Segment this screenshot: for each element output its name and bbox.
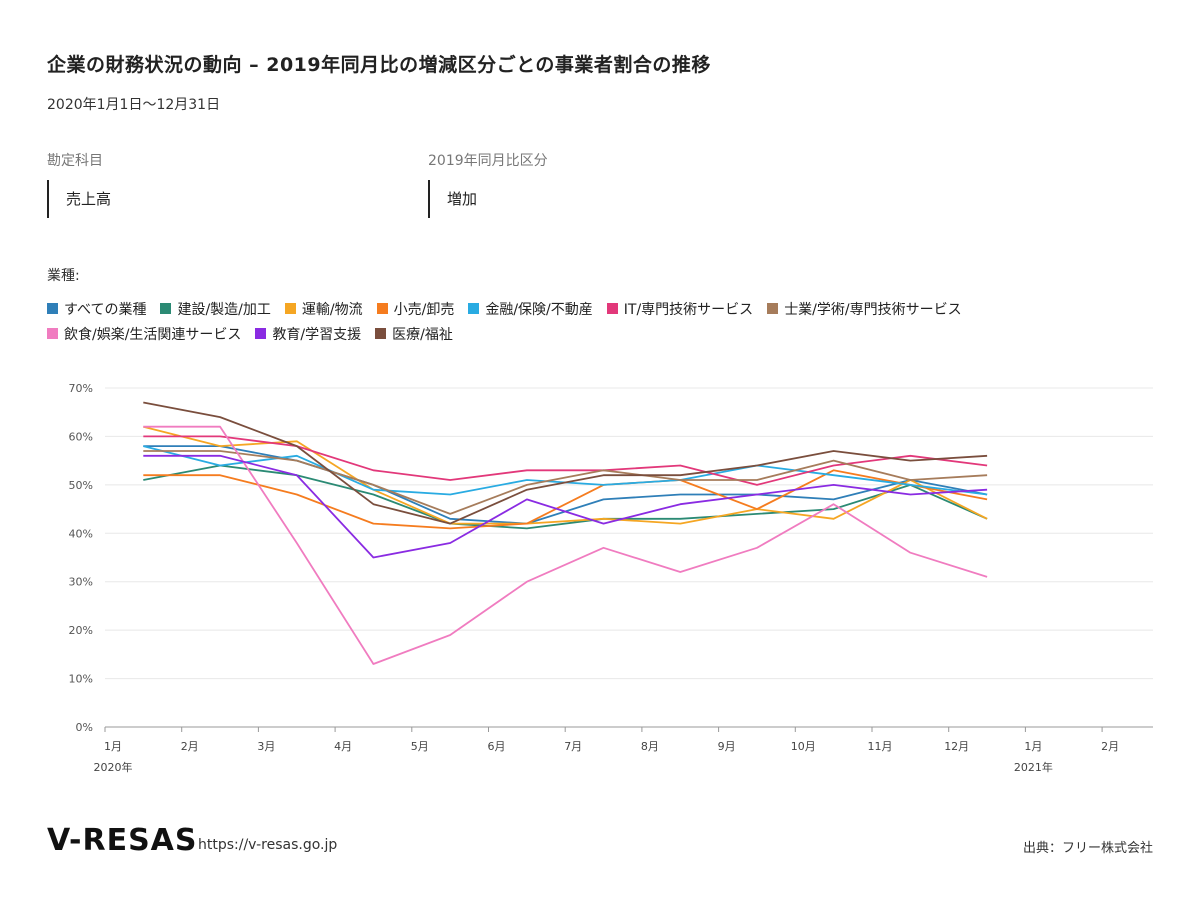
x-year-label: 2020年 bbox=[94, 760, 133, 774]
series-line bbox=[143, 450, 988, 515]
legend-label: 小売/卸売 bbox=[393, 301, 455, 318]
legend-label: 建設/製造/加工 bbox=[177, 301, 271, 318]
y-tick-label: 20% bbox=[69, 624, 93, 637]
y-tick-label: 10% bbox=[69, 673, 93, 686]
y-tick-label: 60% bbox=[69, 430, 93, 443]
legend-item[interactable]: 教育/学習支援 bbox=[255, 324, 361, 343]
series-line bbox=[143, 401, 988, 525]
x-tick-label: 1月 bbox=[1024, 740, 1042, 753]
y-tick-label: 50% bbox=[69, 479, 93, 492]
legend-label: 医療/福祉 bbox=[392, 326, 453, 343]
series-line bbox=[143, 425, 988, 665]
legend-item[interactable]: 運輸/物流 bbox=[284, 299, 363, 318]
legend-item[interactable]: IT/専門技術サービス bbox=[606, 299, 754, 318]
legend-swatch bbox=[284, 303, 296, 314]
x-year-label: 2021年 bbox=[1014, 760, 1053, 774]
x-tick-label: 2月 bbox=[1101, 740, 1119, 753]
x-tick-label: 8月 bbox=[641, 740, 659, 753]
x-tick-label: 4月 bbox=[334, 740, 352, 753]
legend-swatch bbox=[47, 303, 58, 314]
y-tick-label: 30% bbox=[69, 576, 93, 589]
legend-label: 教育/学習支援 bbox=[272, 326, 362, 343]
account-filter-label: 勘定科目 bbox=[47, 153, 103, 169]
legend-label: 運輸/物流 bbox=[301, 301, 363, 318]
page-title: 企業の財務状況の動向 – 2019年同月比の増減区分ごとの事業者割合の推移 bbox=[47, 54, 711, 76]
legend-swatch bbox=[160, 303, 172, 314]
compare-filter-select[interactable]: 増加 bbox=[428, 180, 477, 218]
legend-item[interactable]: 小売/卸売 bbox=[376, 299, 455, 318]
source-credit: 出典：フリー株式会社 bbox=[1022, 841, 1153, 856]
y-tick-label: 70% bbox=[69, 382, 93, 395]
legend-label: IT/専門技術サービス bbox=[623, 301, 754, 318]
y-tick-label: 0% bbox=[76, 721, 93, 734]
legend-label: すべての業種 bbox=[64, 301, 147, 318]
chart-legend: すべての業種 建設/製造/加工 運輸/物流 小売/卸売 金融/保険/不動産 IT/専門技術… bbox=[47, 299, 1157, 343]
legend-swatch bbox=[375, 328, 387, 339]
x-tick-label: 6月 bbox=[488, 740, 506, 753]
series-line bbox=[143, 469, 988, 530]
legend-item[interactable]: 飲食/娯楽/生活関連サービス bbox=[47, 324, 241, 343]
x-tick-label: 12月 bbox=[944, 740, 969, 753]
x-tick-label: 2月 bbox=[181, 740, 199, 753]
legend-item[interactable]: 建設/製造/加工 bbox=[160, 299, 271, 318]
x-tick-label: 3月 bbox=[257, 740, 275, 753]
site-url-link[interactable]: https://v-resas.go.jp bbox=[198, 837, 338, 853]
period-label: 2020年1月1日〜12月31日 bbox=[47, 97, 221, 113]
x-tick-label: 11月 bbox=[868, 740, 893, 753]
legend-item[interactable]: 医療/福祉 bbox=[375, 324, 453, 343]
legend-swatch bbox=[606, 303, 618, 314]
account-filter-select[interactable]: 売上高 bbox=[47, 180, 111, 218]
legend-item[interactable]: 金融/保険/不動産 bbox=[468, 299, 593, 318]
compare-filter-label: 2019年同月比区分 bbox=[428, 153, 548, 169]
legend-label: 飲食/娯楽/生活関連サービス bbox=[64, 326, 242, 343]
legend-swatch bbox=[376, 303, 388, 314]
legend-label: 士業/学術/専門技術サービス bbox=[784, 301, 962, 318]
brand-logo: V-RESAS bbox=[47, 823, 198, 858]
x-tick-label: 7月 bbox=[564, 740, 582, 753]
legend-item[interactable]: 士業/学術/専門技術サービス bbox=[767, 299, 962, 318]
x-tick-label: 9月 bbox=[718, 740, 736, 753]
legend-swatch bbox=[255, 328, 267, 339]
x-tick-label: 1月 bbox=[104, 740, 122, 753]
legend-title: 業種: bbox=[47, 268, 80, 284]
x-tick-label: 10月 bbox=[791, 740, 816, 753]
legend-item[interactable]: すべての業種 bbox=[47, 299, 146, 318]
x-tick-label: 5月 bbox=[411, 740, 429, 753]
y-tick-label: 40% bbox=[69, 527, 93, 540]
line-chart: 0% 10% 20% 30% 40% 50% 60% 70% 1月 2020年 2月 3月 4月 5月 6月… bbox=[69, 382, 1153, 774]
series-line bbox=[143, 454, 988, 559]
legend-swatch bbox=[767, 303, 779, 314]
series-line bbox=[143, 464, 988, 530]
legend-swatch bbox=[468, 303, 480, 314]
legend-label: 金融/保険/不動産 bbox=[485, 301, 593, 318]
legend-swatch bbox=[47, 328, 58, 339]
